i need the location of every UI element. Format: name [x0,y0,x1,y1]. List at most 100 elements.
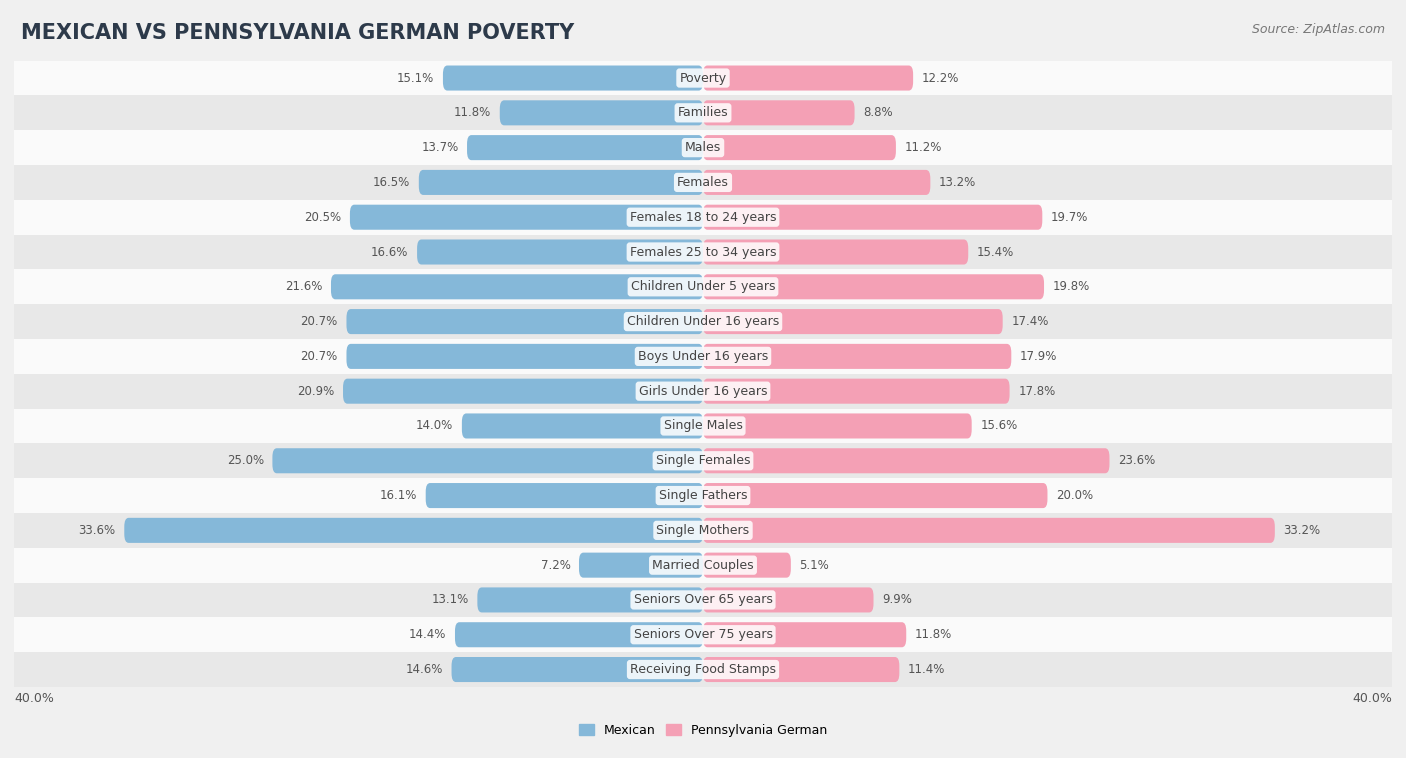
Text: 33.2%: 33.2% [1284,524,1320,537]
Text: 9.9%: 9.9% [882,594,912,606]
FancyBboxPatch shape [350,205,703,230]
Text: 40.0%: 40.0% [1353,692,1392,705]
FancyBboxPatch shape [456,622,703,647]
FancyBboxPatch shape [703,100,855,125]
Text: 23.6%: 23.6% [1118,454,1156,467]
Text: Families: Families [678,106,728,119]
Text: 5.1%: 5.1% [800,559,830,572]
Text: 11.8%: 11.8% [915,628,952,641]
FancyBboxPatch shape [419,170,703,195]
Text: 14.6%: 14.6% [405,663,443,676]
Text: 25.0%: 25.0% [226,454,264,467]
FancyBboxPatch shape [499,100,703,125]
Bar [14,443,1392,478]
Text: Seniors Over 75 years: Seniors Over 75 years [634,628,772,641]
Bar [14,96,1392,130]
Text: 15.6%: 15.6% [980,419,1018,433]
Text: 17.4%: 17.4% [1011,315,1049,328]
Bar [14,583,1392,617]
Bar [14,478,1392,513]
Bar [14,339,1392,374]
Text: 8.8%: 8.8% [863,106,893,119]
Bar [14,200,1392,235]
FancyBboxPatch shape [703,274,1045,299]
Text: 20.7%: 20.7% [301,315,337,328]
FancyBboxPatch shape [703,622,907,647]
Text: Single Males: Single Males [664,419,742,433]
FancyBboxPatch shape [703,309,1002,334]
Text: Poverty: Poverty [679,71,727,85]
Text: 17.9%: 17.9% [1019,350,1057,363]
Text: 12.2%: 12.2% [922,71,959,85]
FancyBboxPatch shape [703,518,1275,543]
FancyBboxPatch shape [451,657,703,682]
Text: Single Fathers: Single Fathers [659,489,747,502]
FancyBboxPatch shape [426,483,703,508]
Text: 40.0%: 40.0% [14,692,53,705]
Text: 11.2%: 11.2% [904,141,942,154]
Text: 33.6%: 33.6% [79,524,115,537]
Text: Children Under 5 years: Children Under 5 years [631,280,775,293]
Text: 20.7%: 20.7% [301,350,337,363]
FancyBboxPatch shape [124,518,703,543]
Bar [14,165,1392,200]
Text: 17.8%: 17.8% [1018,384,1056,398]
Bar [14,548,1392,583]
Bar [14,409,1392,443]
Text: 19.8%: 19.8% [1053,280,1090,293]
FancyBboxPatch shape [703,587,873,612]
Text: 20.9%: 20.9% [297,384,335,398]
Text: 13.1%: 13.1% [432,594,468,606]
Text: Single Mothers: Single Mothers [657,524,749,537]
Text: Females 18 to 24 years: Females 18 to 24 years [630,211,776,224]
Bar [14,617,1392,652]
FancyBboxPatch shape [343,379,703,404]
FancyBboxPatch shape [703,344,1011,369]
FancyBboxPatch shape [418,240,703,265]
Text: 14.4%: 14.4% [409,628,446,641]
FancyBboxPatch shape [478,587,703,612]
FancyBboxPatch shape [346,344,703,369]
FancyBboxPatch shape [330,274,703,299]
Text: Females 25 to 34 years: Females 25 to 34 years [630,246,776,258]
Text: 13.2%: 13.2% [939,176,976,189]
Text: Seniors Over 65 years: Seniors Over 65 years [634,594,772,606]
FancyBboxPatch shape [703,65,912,90]
Bar [14,652,1392,687]
Text: 15.4%: 15.4% [977,246,1014,258]
FancyBboxPatch shape [703,657,900,682]
Text: 16.1%: 16.1% [380,489,418,502]
FancyBboxPatch shape [703,205,1042,230]
Bar [14,513,1392,548]
FancyBboxPatch shape [463,413,703,438]
Bar [14,304,1392,339]
Bar [14,130,1392,165]
FancyBboxPatch shape [703,379,1010,404]
FancyBboxPatch shape [346,309,703,334]
Bar [14,374,1392,409]
Bar [14,61,1392,96]
Bar [14,269,1392,304]
Text: 20.0%: 20.0% [1056,489,1094,502]
FancyBboxPatch shape [703,483,1047,508]
Text: 7.2%: 7.2% [540,559,571,572]
Bar [14,235,1392,269]
FancyBboxPatch shape [467,135,703,160]
FancyBboxPatch shape [703,448,1109,473]
Text: Girls Under 16 years: Girls Under 16 years [638,384,768,398]
FancyBboxPatch shape [443,65,703,90]
Text: MEXICAN VS PENNSYLVANIA GERMAN POVERTY: MEXICAN VS PENNSYLVANIA GERMAN POVERTY [21,23,574,42]
Text: 14.0%: 14.0% [416,419,453,433]
Text: Receiving Food Stamps: Receiving Food Stamps [630,663,776,676]
Text: 16.6%: 16.6% [371,246,409,258]
Text: 16.5%: 16.5% [373,176,411,189]
FancyBboxPatch shape [703,170,931,195]
Text: Males: Males [685,141,721,154]
Text: Females: Females [678,176,728,189]
FancyBboxPatch shape [703,413,972,438]
FancyBboxPatch shape [703,135,896,160]
Text: 19.7%: 19.7% [1050,211,1088,224]
FancyBboxPatch shape [703,240,969,265]
Text: Source: ZipAtlas.com: Source: ZipAtlas.com [1251,23,1385,36]
FancyBboxPatch shape [579,553,703,578]
